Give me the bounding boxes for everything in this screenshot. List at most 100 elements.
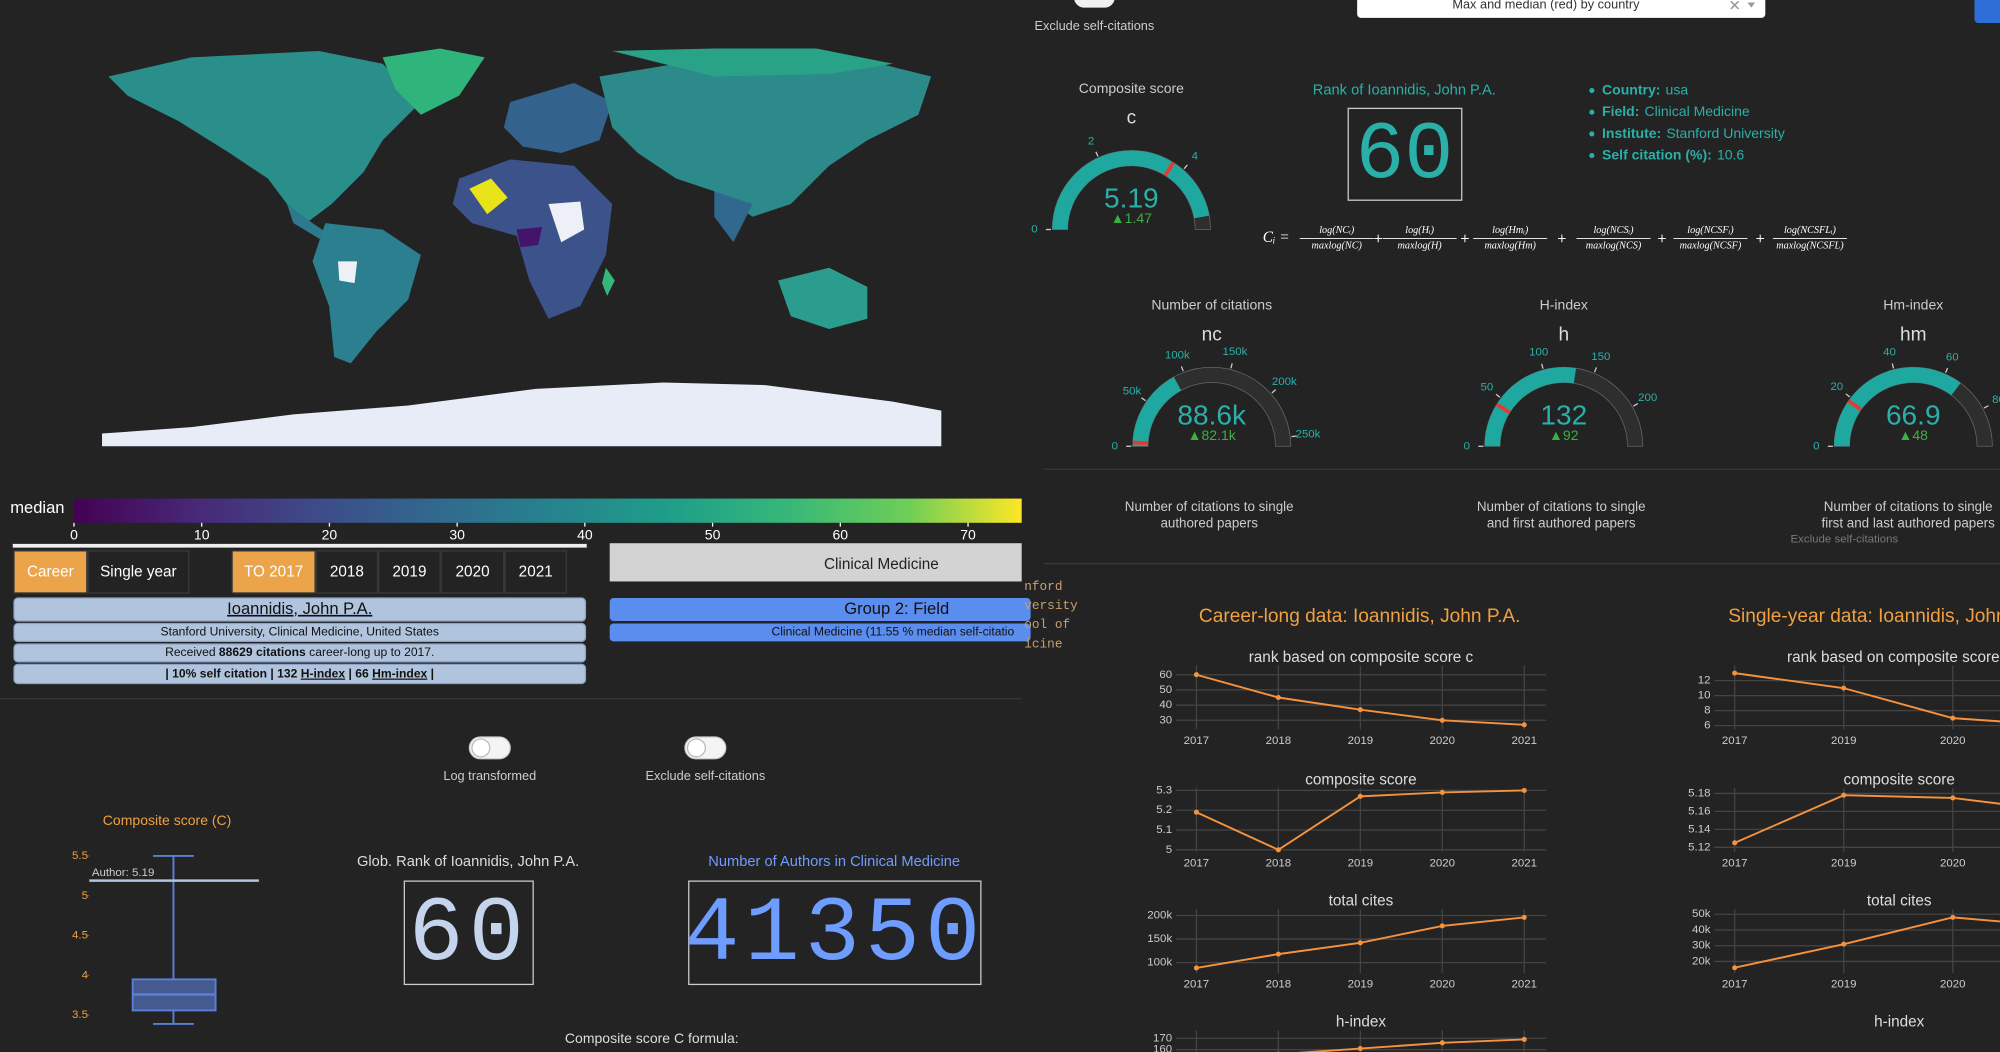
gauge-tick: [1291, 435, 1297, 438]
info-key: Institute:: [1602, 125, 1661, 141]
dropdown-arrow[interactable]: [1747, 2, 1756, 8]
button-label[interactable]: 2020: [456, 564, 490, 581]
y-tick-label: 100k: [1147, 957, 1172, 969]
x-tick-label: 2020: [1940, 857, 1966, 869]
y-tick-label: 5.1: [1156, 824, 1172, 836]
gauge-tick-label: 80: [1992, 394, 2000, 406]
point: [1193, 672, 1199, 678]
x-tick-label: 2018: [1266, 857, 1292, 869]
button-label[interactable]: Single year: [100, 564, 177, 581]
x-tick-label: 2017: [1722, 857, 1748, 869]
chart-title: total cites: [1867, 893, 1932, 910]
author-name[interactable]: Ioannidis, John P.A.: [227, 599, 372, 618]
gauge-threshold: [1163, 161, 1175, 177]
button[interactable]: [231, 550, 316, 594]
plus-sign: [1374, 234, 1383, 243]
author-citations: Received 88629 citations career-long up …: [165, 645, 434, 659]
gauge-tick-label: 2: [1088, 135, 1094, 147]
y-tick-label: 60: [1159, 669, 1172, 681]
region: [102, 382, 942, 447]
gauge-tick: [1141, 397, 1146, 402]
button[interactable]: [1974, 0, 2000, 23]
gauge-delta: ▲82.1k: [1188, 427, 1237, 443]
region: [286, 204, 332, 243]
gauge-tick: [1495, 393, 1501, 398]
indices-part: Hm-index: [372, 667, 427, 681]
field-select[interactable]: [609, 543, 1022, 582]
gauge-title: H-index: [1540, 297, 1588, 313]
rank-title: Rank of Ioannidis, John P.A.: [1313, 82, 1496, 98]
world-map[interactable]: [102, 48, 942, 447]
dropdown[interactable]: [1357, 0, 1766, 18]
gauge-note: authored papers: [1160, 516, 1258, 531]
point: [1841, 685, 1847, 691]
gauge-tick-label: 0: [1813, 440, 1819, 452]
x-tick-label: 2017: [1184, 857, 1210, 869]
y-tick-label: 4: [82, 969, 89, 981]
point: [1275, 951, 1281, 957]
y-tick-label: 8: [1704, 705, 1710, 717]
toggle-knob[interactable]: [686, 738, 706, 758]
formula-caption: Composite score C formula:: [565, 1030, 739, 1046]
gauge-tick-label: 100k: [1165, 350, 1190, 362]
button[interactable]: [440, 550, 505, 594]
indices-part: | 10% self citation | 132: [165, 667, 300, 681]
y-tick-label: 5: [1166, 844, 1172, 856]
button-label[interactable]: TO 2017: [244, 564, 303, 581]
gauge-fill: [1132, 376, 1182, 447]
button[interactable]: [504, 550, 567, 594]
gauge-tick-label: 200: [1638, 392, 1657, 404]
y-tick-label: 200k: [1147, 910, 1172, 922]
led-value: 41350: [684, 883, 985, 987]
point: [1357, 940, 1363, 946]
region: [338, 261, 358, 284]
chart-title: rank based on composite score c: [1249, 649, 1474, 666]
button-label[interactable]: 2018: [330, 564, 364, 581]
button[interactable]: [13, 550, 88, 594]
button-label[interactable]: 2019: [392, 564, 426, 581]
overlay-text: versity: [1024, 598, 1078, 613]
gauge-tick: [1983, 405, 1989, 409]
dropdown-value[interactable]: Max and median (red) by country: [1452, 0, 1640, 11]
gauge-tick-label: 20: [1830, 381, 1843, 393]
point: [1439, 789, 1445, 795]
gauge-value: 132: [1540, 399, 1587, 430]
chart-title: total cites: [1329, 893, 1394, 910]
card-row: [13, 643, 587, 663]
gauge-title: Number of citations: [1151, 297, 1272, 313]
toggle-knob[interactable]: [471, 738, 491, 758]
y-tick-label: 30k: [1692, 940, 1711, 952]
region: [602, 267, 615, 296]
formula-num: log(NCSFᵢ): [1687, 225, 1734, 236]
gauge-tick: [1271, 389, 1277, 394]
clear-icon[interactable]: [1730, 0, 1740, 10]
gauge-tick-label: 200k: [1272, 376, 1297, 388]
led-title: Number of Authors in Clinical Medicine: [708, 854, 960, 870]
button[interactable]: [378, 550, 441, 594]
gauge-tick-label: 0: [1112, 440, 1118, 452]
gauge-delta: ▲1.47: [1111, 210, 1152, 226]
x-tick-label: 2017: [1722, 735, 1748, 747]
toggle-label: Exclude self-citations: [645, 768, 765, 783]
gauge-tick-label: 0: [1031, 224, 1037, 236]
button[interactable]: [315, 550, 379, 594]
x-tick-label: 2020: [1940, 978, 1966, 990]
toggle[interactable]: [1074, 0, 1115, 8]
gauge-tick-label: 40: [1883, 346, 1896, 358]
plus-sign: [1658, 234, 1666, 243]
overlay-text: ool of: [1024, 617, 1070, 632]
field-select-value[interactable]: Clinical Medicine: [824, 556, 939, 573]
gauge-note: and first authored papers: [1487, 516, 1636, 531]
y-tick-label: 5.18: [1688, 787, 1710, 799]
y-tick-label: 3.5: [72, 1009, 88, 1021]
x-tick-label: 2019: [1348, 857, 1374, 869]
button-label[interactable]: Career: [27, 564, 74, 581]
point: [1950, 795, 1956, 801]
point: [1521, 787, 1527, 793]
button[interactable]: [87, 550, 190, 594]
button-label[interactable]: 2021: [519, 564, 553, 581]
group-title-bg: [609, 598, 1031, 621]
y-tick-label: 20k: [1692, 955, 1711, 967]
